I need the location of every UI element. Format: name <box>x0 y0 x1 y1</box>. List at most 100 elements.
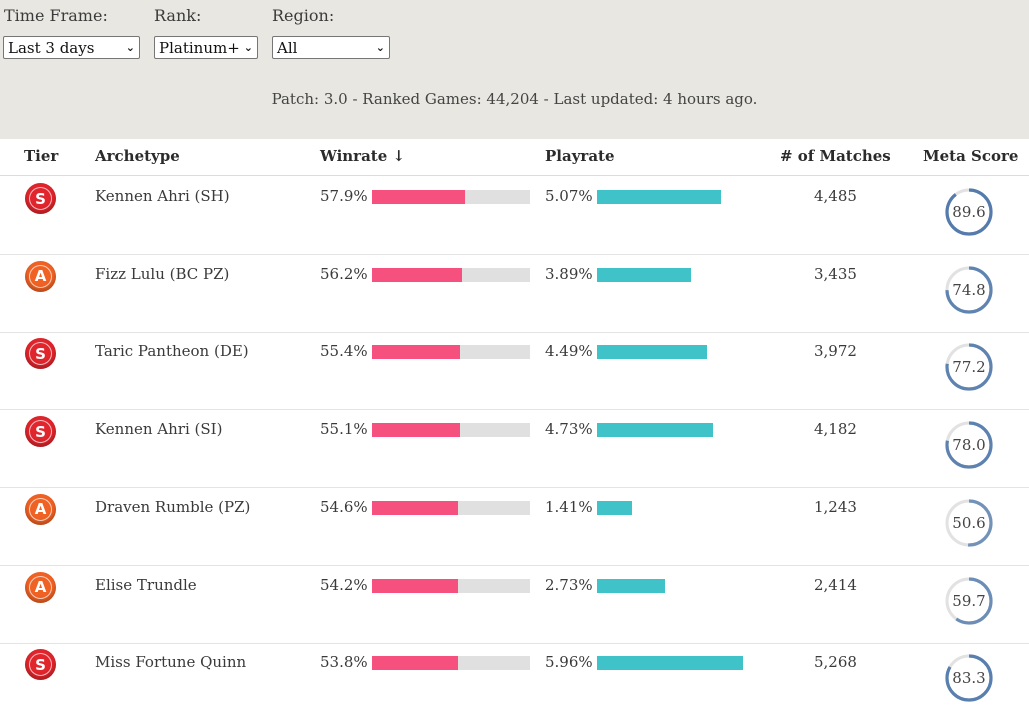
table-row[interactable]: S Kennen Ahri (SI) 55.1% 4.73% 4,182 78.0 <box>0 410 1029 489</box>
matches-count: 1,243 <box>814 497 857 516</box>
winrate-value: 57.9% <box>320 187 368 205</box>
matches-count: 3,972 <box>814 342 857 361</box>
playrate-bar <box>597 500 632 515</box>
chevron-down-icon: ⌄ <box>375 41 385 54</box>
playrate-bar <box>597 423 713 438</box>
winrate-value: 55.1% <box>320 420 368 439</box>
playrate-bar <box>597 190 721 204</box>
winrate-bar <box>372 500 458 515</box>
tier-letter: S <box>29 653 52 677</box>
winrate-bar <box>372 267 462 282</box>
winrate-value: 55.4% <box>320 342 368 361</box>
archetype-name[interactable]: Kennen Ahri (SI) <box>95 420 223 439</box>
archetype-name[interactable]: Draven Rumble (PZ) <box>95 497 251 516</box>
rank-label: Rank: <box>154 6 202 25</box>
winrate-bar <box>372 423 460 438</box>
meta-score-value: 74.8 <box>952 280 986 299</box>
table-row[interactable]: S Taric Pantheon (DE) 55.4% 4.49% 3,972 77.2 <box>0 332 1029 411</box>
meta-score-ring-icon <box>945 499 993 547</box>
playrate-value: 4.73% <box>545 420 593 439</box>
filter-panel: Time Frame: Last 3 days ⌄ Rank: Platinum… <box>0 0 1029 139</box>
meta-score-ring-icon <box>945 188 993 236</box>
table-row[interactable]: S Kennen Ahri (SH) 57.9% 5.07% 4,485 89.6 <box>0 177 1029 255</box>
table-row[interactable]: A Draven Rumble (PZ) 54.6% 1.41% 1,243 50.6 <box>0 488 1029 566</box>
rank-select[interactable]: Platinum+ ⌄ <box>154 36 258 59</box>
tier-badge-icon: A <box>25 260 56 292</box>
time-frame-value: Last 3 days <box>8 38 95 57</box>
meta-score-ring-icon <box>945 576 993 625</box>
table-row[interactable]: A Elise Trundle 54.2% 2.73% 2,414 59.7 <box>0 566 1029 644</box>
tier-letter: A <box>29 497 52 521</box>
meta-score-value: 83.3 <box>952 669 986 688</box>
winrate-value: 54.6% <box>320 497 368 516</box>
patch-info: Patch: 3.0 - Ranked Games: 44,204 - Last… <box>271 90 758 108</box>
tier-badge-icon: A <box>25 493 56 525</box>
rank-value: Platinum+ <box>159 38 240 57</box>
archetype-name[interactable]: Taric Pantheon (DE) <box>95 342 249 361</box>
meta-score-gauge: 50.6 <box>944 498 994 548</box>
tier-badge-icon: S <box>25 649 56 681</box>
column-matches[interactable]: # of Matches <box>780 147 891 165</box>
winrate-bar <box>372 578 458 593</box>
tier-letter: S <box>29 187 52 210</box>
winrate-bar <box>372 656 458 671</box>
playrate-value: 5.96% <box>545 653 593 672</box>
region-value: All <box>277 38 298 57</box>
column-meta-score[interactable]: Meta Score <box>923 147 1019 165</box>
meta-score-ring-icon <box>945 654 993 702</box>
meta-score-gauge: 77.2 <box>944 342 994 392</box>
playrate-bar <box>597 267 691 282</box>
meta-score-value: 50.6 <box>952 513 986 532</box>
column-archetype[interactable]: Archetype <box>95 147 180 165</box>
playrate-value: 2.73% <box>545 575 593 594</box>
meta-score-ring-icon <box>945 266 993 314</box>
winrate-value: 56.2% <box>320 264 368 283</box>
column-tier[interactable]: Tier <box>24 147 59 165</box>
playrate-value: 1.41% <box>545 497 593 516</box>
tier-letter: A <box>29 264 52 288</box>
tier-letter: A <box>29 575 52 599</box>
meta-score-value: 77.2 <box>952 358 986 377</box>
matches-count: 4,182 <box>814 420 857 439</box>
tier-badge-icon: S <box>25 338 56 370</box>
archetype-name[interactable]: Miss Fortune Quinn <box>95 653 247 672</box>
playrate-bar <box>597 345 707 360</box>
meta-score-gauge: 74.8 <box>944 265 994 315</box>
meta-score-value: 78.0 <box>952 436 986 455</box>
meta-score-ring-icon <box>945 343 993 391</box>
meta-score-value: 89.6 <box>952 203 986 221</box>
table-row[interactable]: S Miss Fortune Quinn 53.8% 5.96% 5,268 83.3 <box>0 643 1029 715</box>
archetype-name[interactable]: Fizz Lulu (BC PZ) <box>95 264 230 283</box>
winrate-value: 53.8% <box>320 653 368 672</box>
playrate-value: 5.07% <box>545 187 593 205</box>
tier-badge-icon: S <box>25 183 56 214</box>
meta-score-ring-icon <box>945 421 993 469</box>
winrate-bar <box>372 190 465 204</box>
meta-score-value: 59.7 <box>952 591 986 610</box>
column-playrate[interactable]: Playrate <box>545 147 615 165</box>
tier-badge-icon: A <box>25 571 56 603</box>
tier-letter: S <box>29 420 52 444</box>
region-select[interactable]: All ⌄ <box>272 36 390 59</box>
playrate-bar <box>597 578 665 593</box>
archetype-name[interactable]: Kennen Ahri (SH) <box>95 187 230 205</box>
archetype-name[interactable]: Elise Trundle <box>95 575 197 594</box>
meta-score-gauge: 83.3 <box>944 653 994 703</box>
matches-count: 3,435 <box>814 264 857 283</box>
winrate-bar <box>372 345 460 360</box>
time-frame-label: Time Frame: <box>4 6 108 25</box>
playrate-value: 3.89% <box>545 264 593 283</box>
meta-score-gauge: 89.6 <box>944 187 994 237</box>
time-frame-select[interactable]: Last 3 days ⌄ <box>3 36 140 59</box>
tier-letter: S <box>29 342 52 366</box>
playrate-bar <box>597 656 743 671</box>
table-header: Tier Archetype Winrate ↓ Playrate # of M… <box>0 139 1029 176</box>
meta-score-gauge: 78.0 <box>944 420 994 470</box>
meta-score-gauge: 59.7 <box>944 576 994 626</box>
column-winrate[interactable]: Winrate ↓ <box>320 147 406 165</box>
tier-badge-icon: S <box>25 416 56 448</box>
table-row[interactable]: A Fizz Lulu (BC PZ) 56.2% 3.89% 3,435 74.8 <box>0 255 1029 333</box>
winrate-value: 54.2% <box>320 575 368 594</box>
chevron-down-icon: ⌄ <box>243 41 253 54</box>
matches-count: 4,485 <box>814 187 857 205</box>
